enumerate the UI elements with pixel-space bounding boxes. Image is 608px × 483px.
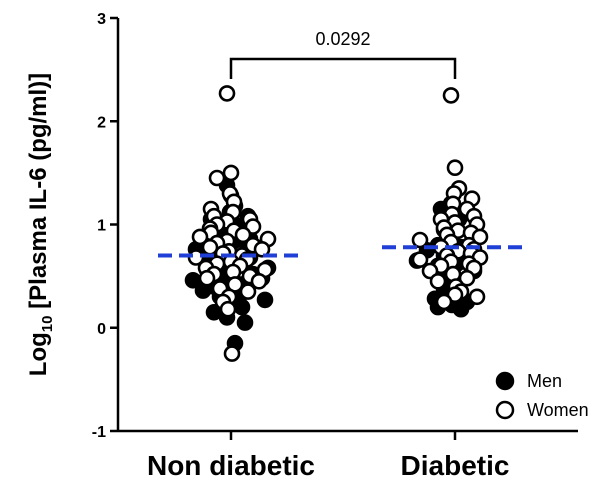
data-point-men (256, 291, 274, 309)
y-tick-label: -1 (92, 424, 106, 441)
y-axis-label-subscript: 10 (39, 316, 56, 333)
x-category-label: Non diabetic (147, 450, 315, 481)
y-tick-label: 1 (97, 218, 106, 235)
data-point-men (233, 298, 251, 316)
data-point-men (236, 314, 254, 331)
data-point-women (429, 272, 447, 290)
legend-men-label: Men (527, 371, 562, 391)
bracket-line (229, 57, 457, 79)
data-point-women (253, 241, 271, 258)
data-point-women (198, 269, 216, 287)
data-point-women (208, 169, 226, 187)
median-lines (158, 245, 528, 258)
y-axis-label-suffix: [Plasma IL-6 (pg/ml)] (25, 73, 52, 316)
y-tick-label: 2 (97, 114, 106, 131)
data-point-women (191, 228, 209, 246)
data-point-women (223, 345, 241, 362)
legend-men-marker (495, 371, 515, 391)
y-axis: -1 0 1 2 3 (92, 11, 120, 441)
data-point-women (468, 288, 486, 306)
svg-text:Log10 [Plasma IL-6 (pg/ml)]: Log10 [Plasma IL-6 (pg/ml)] (25, 73, 56, 376)
data-point-women (219, 300, 237, 318)
data-point-women (446, 159, 464, 176)
data-point-women (239, 283, 257, 300)
y-axis-label: Log10 [Plasma IL-6 (pg/ml)] (25, 73, 56, 376)
data-point-women (218, 85, 236, 102)
data-point-women (222, 164, 240, 182)
legend-women-marker (495, 400, 515, 420)
y-tick-label: 3 (97, 11, 106, 28)
significance-bracket: 0.0292 (229, 29, 457, 79)
p-value-label: 0.0292 (315, 29, 370, 49)
legend: Men Women (495, 371, 589, 420)
data-point-women (411, 231, 429, 249)
data-point-women (411, 251, 429, 268)
data-point-men (452, 300, 470, 318)
data-point-women (442, 87, 460, 104)
x-category-label: Diabetic (401, 450, 510, 481)
data-point-women (435, 293, 453, 311)
data-point-women (458, 269, 476, 287)
data-point-women (234, 226, 252, 244)
legend-women-label: Women (527, 400, 589, 420)
y-axis-label-prefix: Log (25, 332, 52, 376)
x-axis: Non diabetic Diabetic (118, 429, 578, 481)
data-point-women (250, 272, 268, 290)
y-tick-label: 0 (97, 321, 106, 338)
